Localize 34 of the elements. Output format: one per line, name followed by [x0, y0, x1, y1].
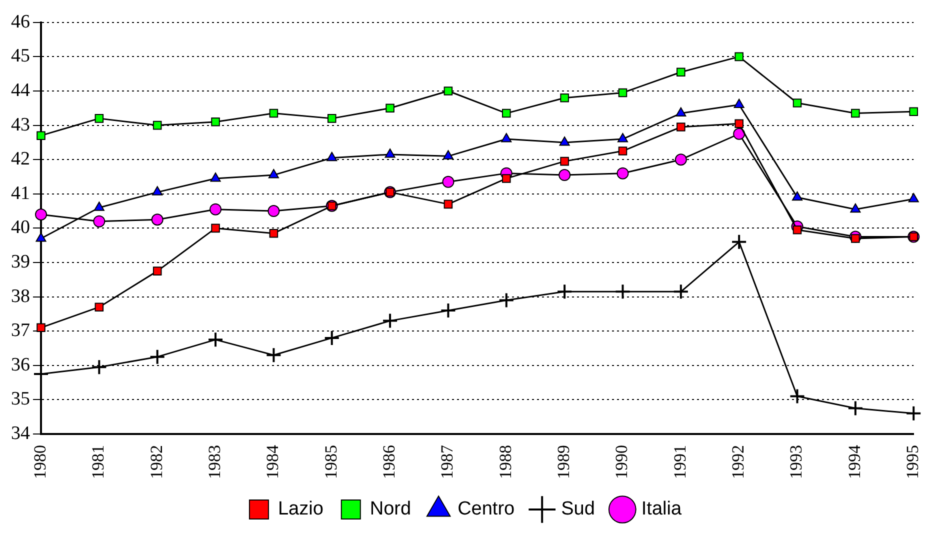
x-tick-label: 1992 — [728, 445, 748, 479]
y-tick-label: 42 — [11, 148, 30, 170]
legend-label: Lazio — [278, 498, 324, 520]
y-tick-label: 44 — [11, 80, 30, 101]
y-tick-label: 41 — [11, 182, 30, 204]
x-tick-label: 1982 — [146, 445, 166, 479]
x-tick-label: 1991 — [670, 445, 690, 479]
x-tick-label: 1988 — [496, 445, 515, 479]
y-tick-label: 37 — [11, 320, 30, 342]
y-tick-label: 43 — [11, 114, 30, 136]
x-tick-label: 1990 — [612, 445, 632, 479]
x-tick-label: 1986 — [380, 445, 399, 479]
y-tick-label: 38 — [11, 286, 30, 307]
x-tick-label: 1995 — [903, 445, 922, 479]
x-tick-label: 1993 — [786, 445, 806, 479]
x-tick-label: 1980 — [30, 445, 50, 479]
y-tick-label: 46 — [11, 11, 30, 32]
x-tick-label: 1981 — [88, 445, 108, 479]
y-tick-label: 45 — [11, 46, 30, 67]
legend-label: Sud — [561, 498, 595, 520]
y-tick-label: 35 — [11, 388, 30, 410]
x-tick-label: 1985 — [321, 445, 340, 479]
y-tick-label: 36 — [11, 354, 30, 376]
legend-label: Nord — [370, 498, 412, 520]
legend-label: Centro — [458, 498, 515, 520]
x-tick-label: 1994 — [844, 444, 864, 479]
y-tick-label: 39 — [11, 251, 30, 272]
x-tick-label: 1983 — [204, 445, 224, 479]
legend-label: Italia — [641, 498, 682, 520]
x-tick-label: 1987 — [438, 444, 457, 479]
y-tick-label: 40 — [11, 217, 30, 238]
x-tick-label: 1984 — [263, 444, 282, 479]
x-tick-label: 1989 — [554, 445, 574, 479]
y-tick-label: 34 — [11, 422, 30, 444]
